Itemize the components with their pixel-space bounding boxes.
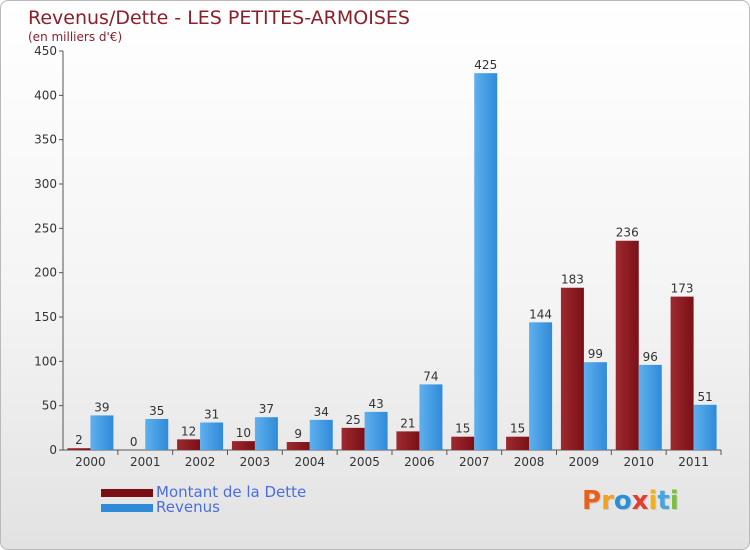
- data-label-dette-2004: 9: [294, 427, 302, 441]
- brand-letter: i: [669, 486, 679, 516]
- y-tick-label: 300: [34, 177, 57, 191]
- x-tick-label: 2011: [678, 455, 709, 469]
- data-label-revenus-2005: 43: [368, 397, 383, 411]
- data-label-revenus-2004: 34: [314, 405, 329, 419]
- data-label-revenus-2008: 144: [529, 307, 552, 321]
- data-label-dette-2006: 21: [400, 416, 415, 430]
- data-label-dette-2002: 12: [181, 424, 196, 438]
- data-label-dette-2008: 15: [510, 422, 525, 436]
- data-label-dette-2009: 183: [561, 273, 584, 287]
- bar-dette-2006: [396, 431, 420, 450]
- brand-letter: o: [613, 486, 632, 516]
- bar-revenus-2007: [474, 73, 498, 451]
- bar-dette-2007: [451, 436, 475, 450]
- data-label-dette-2001: 0: [130, 435, 138, 449]
- bar-revenus-2005: [364, 411, 388, 450]
- y-tick-label: 100: [34, 354, 57, 368]
- bar-revenus-2011: [693, 404, 717, 450]
- data-label-dette-2000: 2: [75, 433, 83, 447]
- data-label-dette-2007: 15: [455, 422, 470, 436]
- x-tick-label: 2001: [130, 455, 161, 469]
- x-tick-label: 2008: [514, 455, 545, 469]
- x-axis: 2000 2001 2002 2003 2004 2005 2006 2007 2008 2009…: [63, 449, 722, 469]
- x-tick-label: 2003: [240, 455, 271, 469]
- y-tick-label: 50: [42, 399, 57, 413]
- data-label-revenus-2007: 425: [474, 58, 497, 72]
- bar-revenus-2004: [309, 419, 333, 450]
- bar-revenus-2002: [200, 422, 224, 450]
- legend-swatch-dette: [101, 489, 153, 497]
- y-tick-label: 350: [34, 133, 57, 147]
- x-tick-label: 2005: [349, 455, 380, 469]
- brand-letter: r: [601, 486, 614, 516]
- bar-dette-2004: [286, 442, 310, 450]
- bar-dette-2003: [231, 441, 255, 450]
- brand-letter: x: [631, 486, 649, 516]
- legend-label-revenus: Revenus: [156, 498, 220, 516]
- y-tick-label: 200: [34, 266, 57, 280]
- bar-dette-2010: [615, 240, 639, 450]
- data-label-revenus-2006: 74: [423, 369, 438, 383]
- x-tick-label: 2007: [459, 455, 490, 469]
- data-label-dette-2005: 25: [345, 413, 360, 427]
- y-tick-label: 400: [34, 88, 57, 102]
- bar-dette-2011: [670, 296, 694, 450]
- bar-revenus-2009: [583, 362, 607, 450]
- legend-label-dette: Montant de la Dette: [156, 483, 307, 501]
- data-labels: 2 39 0 35 12 31 10 37 9 34 25 43 21 74 15 425 15 144 183 99…: [75, 58, 713, 449]
- bar-revenus-2008: [529, 322, 553, 450]
- legend-swatch-revenus: [101, 504, 153, 512]
- bar-revenus-2000: [90, 415, 114, 450]
- data-label-revenus-2003: 37: [259, 402, 274, 416]
- data-label-dette-2003: 10: [236, 426, 251, 440]
- y-axis: 0 50 100 150 200 250 300 350 400 450: [34, 44, 64, 457]
- y-tick-label: 150: [34, 310, 57, 324]
- brand-logo: Proxiti: [582, 486, 679, 516]
- data-label-revenus-2000: 39: [94, 400, 109, 414]
- chart-title: Revenus/Dette - LES PETITES-ARMOISES: [28, 7, 410, 29]
- x-tick-label: 2006: [404, 455, 435, 469]
- data-label-dette-2010: 236: [616, 226, 639, 240]
- x-tick-label: 2004: [294, 455, 325, 469]
- bar-revenus-2010: [638, 364, 662, 450]
- y-tick-label: 250: [34, 221, 57, 235]
- bar-dette-2002: [177, 439, 201, 450]
- data-label-revenus-2011: 51: [697, 390, 712, 404]
- brand-letter: P: [582, 486, 602, 516]
- x-tick-label: 2000: [75, 455, 106, 469]
- bar-revenus-2001: [145, 418, 169, 450]
- bar-dette-2009: [560, 287, 584, 450]
- bar-dette-2005: [341, 427, 365, 450]
- data-label-dette-2011: 173: [671, 282, 694, 296]
- x-tick-label: 2010: [623, 455, 654, 469]
- bar-revenus-2003: [254, 417, 278, 450]
- y-tick-label: 0: [49, 443, 57, 457]
- x-tick-label: 2002: [185, 455, 216, 469]
- brand-letter: t: [657, 486, 670, 516]
- data-label-revenus-2009: 99: [588, 347, 603, 361]
- data-label-revenus-2001: 35: [149, 404, 164, 418]
- bar-dette-2000: [67, 448, 91, 450]
- chart-unit-label: (en milliers d'€): [28, 30, 123, 44]
- bar-revenus-2006: [419, 384, 443, 450]
- data-label-revenus-2010: 96: [643, 350, 658, 364]
- y-tick-label: 450: [34, 44, 57, 58]
- x-tick-label: 2009: [569, 455, 600, 469]
- brand-letter: i: [648, 486, 658, 516]
- bar-dette-2008: [506, 436, 530, 450]
- bars: [67, 73, 717, 451]
- data-label-revenus-2002: 31: [204, 408, 219, 422]
